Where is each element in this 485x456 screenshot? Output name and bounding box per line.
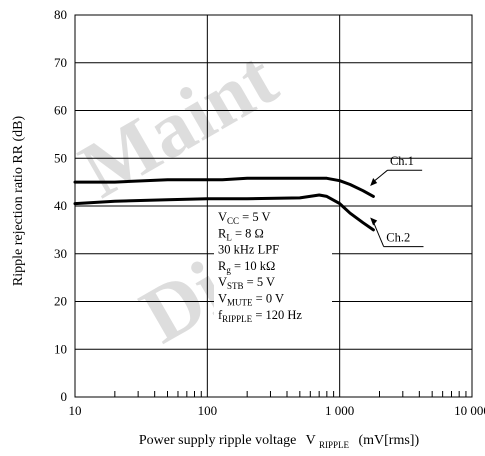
y-tick-label: 80 (54, 7, 67, 22)
ch2-leader-line (372, 221, 385, 247)
y-tick-label: 0 (61, 389, 68, 404)
x-axis-label-symbol: V (306, 433, 316, 448)
x-axis-label: Power supply ripple voltage V RIPPLE (mV… (139, 433, 420, 452)
svg-text:Maint: Maint (66, 34, 291, 215)
ch1-arrowhead (370, 177, 378, 186)
condition-line: Rg = 10 kΩ (218, 259, 275, 275)
conditions-background (214, 207, 332, 337)
x-tick-label: 1 000 (325, 403, 354, 418)
plot-area-frame (74, 14, 473, 398)
ch1-leader-line (372, 169, 388, 183)
y-axis-label: Ripple rejection ratio RR (dB) (11, 116, 26, 287)
condition-line: VCC = 5 V (218, 210, 271, 226)
condition-line: 30 kHz LPF (218, 243, 279, 257)
y-axis-tick-labels: 0 10 20 30 40 50 60 70 80 (54, 7, 67, 404)
x-axis-tick-labels: 10 100 1 000 10 000 (69, 403, 485, 418)
data-series (73, 176, 375, 232)
y-tick-label: 60 (54, 103, 67, 118)
y-tick-label: 40 (54, 198, 67, 213)
series-line-ch1 (73, 176, 375, 198)
y-tick-label: 50 (54, 150, 67, 165)
ch1-label: Ch.1 (390, 154, 414, 168)
condition-line: RL = 8 Ω (218, 226, 264, 242)
x-axis-label-unit: (mV[rms]) (358, 433, 419, 448)
x-tick-label: 10 000 (454, 403, 485, 418)
series-line-ch2 (73, 193, 375, 232)
x-tick-label: 100 (198, 403, 218, 418)
condition-line: VMUTE = 0 V (218, 292, 284, 308)
series-callouts: Ch.1 Ch.2 (370, 154, 424, 248)
condition-line: VSTB = 5 V (218, 275, 275, 291)
y-tick-label: 30 (54, 246, 67, 261)
x-tick-label: 10 (69, 403, 82, 418)
y-tick-label: 70 (54, 55, 67, 70)
x-axis-label-subscript: RIPPLE (319, 440, 350, 450)
ch2-label: Ch.2 (386, 230, 410, 244)
ch2-arrowhead (370, 217, 378, 226)
y-tick-label: 20 (54, 294, 67, 309)
x-axis-label-text: Power supply ripple voltage (139, 433, 296, 448)
grid (75, 15, 472, 397)
test-conditions-box: VCC = 5 VRL = 8 Ω30 kHz LPF Rg = 10 kΩVST… (214, 207, 332, 337)
y-tick-label: 10 (54, 341, 67, 356)
minor-ticks (114, 391, 467, 397)
condition-line: fRIPPLE = 120 Hz (218, 308, 302, 324)
